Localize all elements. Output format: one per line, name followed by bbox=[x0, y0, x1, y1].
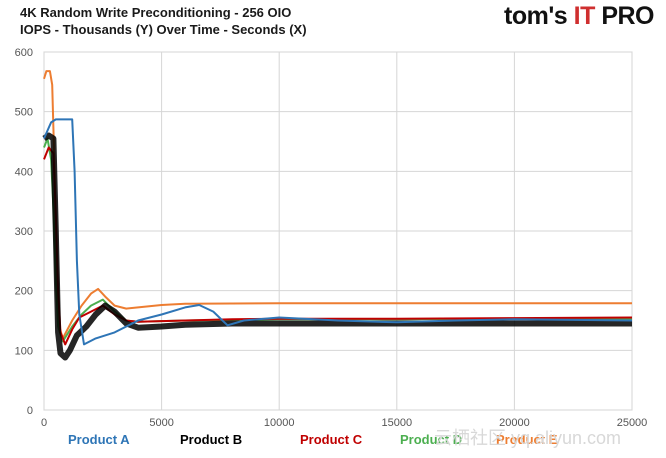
y-tick-label: 0 bbox=[27, 405, 33, 417]
y-tick-label: 500 bbox=[15, 107, 33, 119]
legend-item-product-e: Product E bbox=[496, 432, 558, 447]
x-tick-label: 20000 bbox=[499, 417, 530, 429]
chart-legend: Product A Product B Product C Product D Prod… bbox=[0, 432, 666, 452]
series-line-product-b bbox=[42, 132, 632, 361]
watermark-text: 云栖社区 yq.aliyun.com bbox=[434, 428, 622, 448]
legend-item-product-a: Product A bbox=[68, 432, 130, 447]
x-tick-label: 5000 bbox=[149, 417, 173, 429]
x-tick-label: 15000 bbox=[382, 417, 413, 429]
toms-it-pro-logo: tom's IT PRO bbox=[504, 2, 654, 31]
y-tick-label: 300 bbox=[15, 226, 33, 238]
legend-item-product-d: Product D bbox=[400, 432, 463, 447]
y-tick-label: 600 bbox=[15, 47, 33, 59]
y-tick-label: 200 bbox=[15, 286, 33, 298]
y-tick-label: 400 bbox=[15, 166, 33, 178]
legend-item-product-b: Product B bbox=[180, 432, 243, 447]
chart-title: 4K Random Write Preconditioning - 256 OI… bbox=[20, 5, 292, 20]
logo-it: IT bbox=[573, 2, 596, 30]
logo-pro: PRO bbox=[601, 2, 654, 30]
x-tick-label: 10000 bbox=[264, 417, 295, 429]
x-tick-label: 0 bbox=[41, 417, 47, 429]
x-tick-label: 25000 bbox=[617, 417, 648, 429]
series-line-product-a bbox=[43, 118, 633, 346]
y-tick-label: 100 bbox=[15, 345, 33, 357]
legend-item-product-c: Product C bbox=[300, 432, 363, 447]
logo-toms: tom's bbox=[504, 2, 568, 30]
chart-subtitle: IOPS - Thousands (Y) Over Time - Seconds… bbox=[20, 22, 307, 37]
series-line-product-e bbox=[43, 70, 632, 340]
